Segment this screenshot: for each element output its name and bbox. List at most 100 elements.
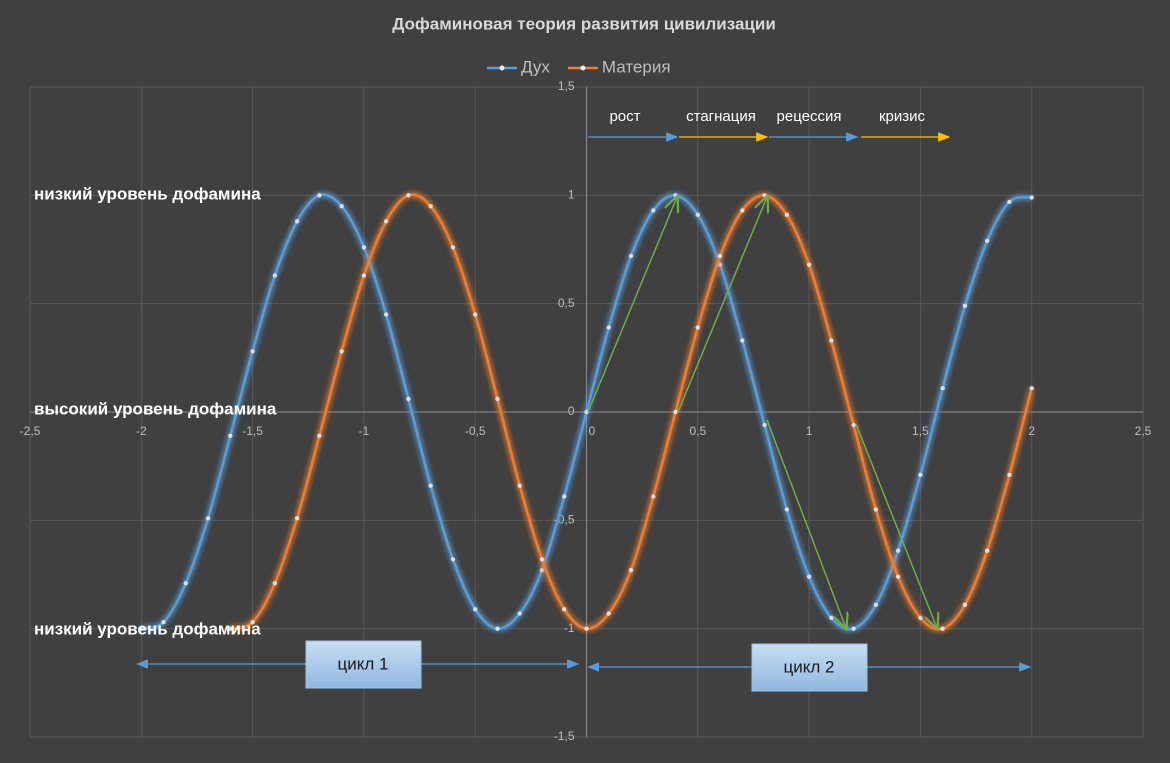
level-label: высокий уровень дофамина [34, 399, 277, 418]
point [228, 626, 233, 631]
y-tick-label: 1,5 [558, 79, 575, 93]
y-tick-label: -1,5 [554, 729, 575, 743]
point [962, 303, 968, 309]
x-tick-label: 0,5 [689, 424, 706, 438]
point [940, 626, 945, 631]
x-tick-label: 2 [1028, 424, 1035, 438]
legend-label: Дух [521, 57, 550, 76]
y-tick-label: -1 [564, 621, 575, 635]
legend-dot [580, 65, 586, 71]
point [673, 409, 678, 415]
cycle-box [305, 640, 422, 689]
point [829, 615, 834, 621]
point [272, 580, 278, 586]
point [205, 515, 211, 521]
x-tick-label: 2,5 [1135, 424, 1152, 438]
legend-label: Материя [602, 57, 671, 76]
point [495, 396, 500, 402]
point [1007, 199, 1012, 205]
trend-arrow [677, 197, 767, 413]
point [495, 626, 500, 631]
point [740, 208, 745, 213]
point [628, 253, 634, 259]
trend-arrow [587, 197, 677, 413]
point [962, 602, 968, 608]
point [784, 212, 790, 218]
point [762, 193, 767, 198]
point [517, 483, 522, 488]
x-tick-label: 0 [589, 424, 596, 438]
point [294, 219, 300, 224]
point [539, 557, 545, 562]
point [1007, 472, 1012, 478]
point [606, 325, 611, 330]
legend: Дух Материя [487, 57, 671, 76]
point [383, 312, 389, 317]
point [606, 611, 611, 616]
cycle-label: цикл 1 [338, 654, 389, 673]
point [918, 615, 923, 621]
point [406, 396, 411, 402]
x-tick-label: -2 [136, 424, 147, 438]
y-tick-label: 1 [568, 188, 575, 202]
point [895, 574, 901, 579]
point [740, 338, 745, 343]
point [695, 325, 700, 330]
point [139, 626, 144, 631]
point [361, 245, 367, 250]
annotations: низкий уровень дофамина высокий уровень … [34, 108, 1032, 692]
phase-label: рост [609, 108, 640, 125]
point [317, 433, 322, 439]
point [517, 611, 522, 616]
point [651, 494, 656, 499]
point [762, 422, 767, 428]
point [984, 548, 990, 553]
plot [139, 193, 1034, 631]
x-tick-label: 1 [806, 424, 813, 438]
point [851, 626, 856, 631]
point [383, 219, 389, 224]
level-label: низкий уровень дофамина [34, 619, 261, 638]
y-tick-label: 0,5 [558, 296, 575, 310]
point [806, 574, 812, 579]
cycle-box [751, 643, 868, 692]
point [829, 338, 834, 343]
point [651, 208, 656, 213]
point [183, 580, 189, 586]
point [250, 349, 255, 354]
point [784, 507, 790, 512]
level-label: низкий уровень дофамина [34, 184, 261, 203]
chart-title: Дофаминовая теория развития цивилизации [392, 14, 776, 33]
trend-arrow [855, 423, 937, 628]
point [717, 253, 723, 259]
point [406, 193, 411, 198]
x-tick-label: -2,5 [20, 424, 41, 438]
point [250, 619, 255, 625]
legend-dot [499, 65, 505, 71]
cycle-label: цикл 2 [784, 657, 835, 676]
point [895, 548, 901, 553]
trend-arrow [766, 419, 846, 628]
point [361, 273, 367, 278]
phase-label: кризис [879, 108, 926, 125]
point [317, 193, 322, 198]
point [562, 606, 567, 612]
x-tick-label: -1,5 [242, 424, 263, 438]
point [562, 494, 567, 499]
point [339, 203, 344, 209]
point [584, 409, 589, 415]
point [228, 433, 233, 439]
series-line [229, 193, 1033, 631]
x-tick-label: -0,5 [465, 424, 486, 438]
phase-label: стагнация [686, 108, 756, 125]
point [450, 245, 456, 250]
point [628, 567, 634, 573]
point [584, 626, 589, 631]
x-tick-label: -1 [359, 424, 370, 438]
point [428, 483, 433, 488]
point [339, 349, 344, 354]
point [695, 212, 700, 218]
point [161, 619, 166, 625]
point [940, 385, 945, 391]
